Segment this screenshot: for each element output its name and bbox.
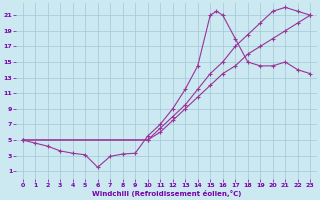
X-axis label: Windchill (Refroidissement éolien,°C): Windchill (Refroidissement éolien,°C)	[92, 190, 241, 197]
